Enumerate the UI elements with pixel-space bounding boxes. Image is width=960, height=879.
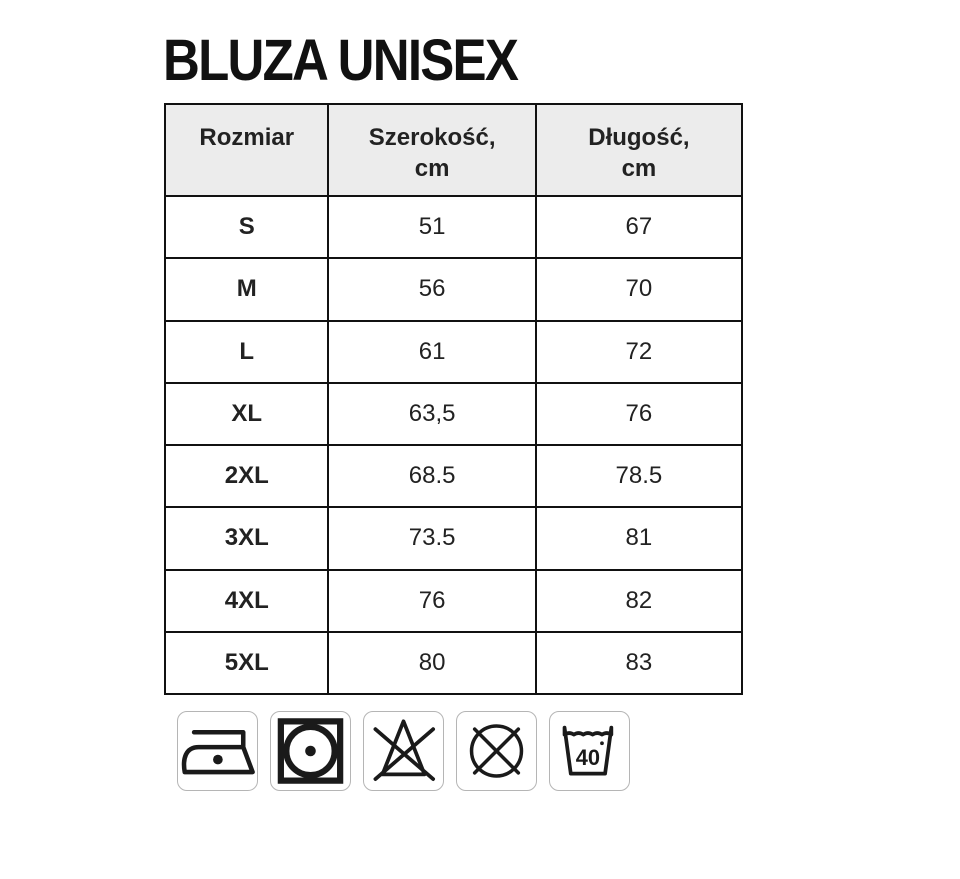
svg-text:40: 40 xyxy=(576,745,600,770)
